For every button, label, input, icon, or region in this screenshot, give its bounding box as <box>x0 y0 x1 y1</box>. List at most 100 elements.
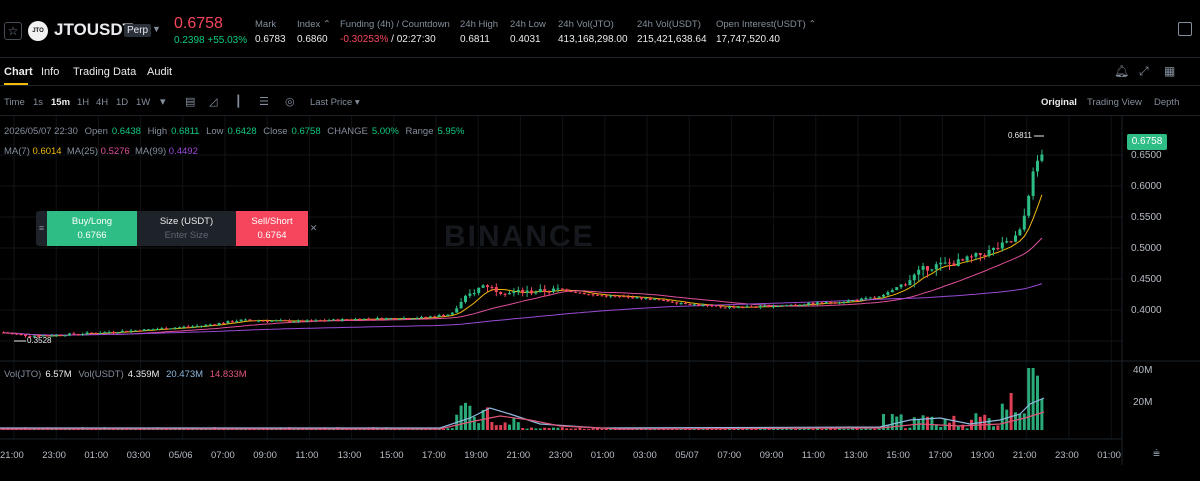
candle-body <box>310 320 313 322</box>
header: ☆ JTO JTOUSDT Perp ▼ 0.6758 0.2398 +55.0… <box>0 0 1200 58</box>
time-axis-settings-icon[interactable]: ⩧ <box>1153 446 1161 460</box>
volume-bar <box>939 427 943 430</box>
candle-body <box>1040 154 1044 161</box>
candle-body <box>569 291 573 293</box>
volume-bar <box>556 427 560 430</box>
volume-bar <box>798 428 802 430</box>
volume-bar <box>912 417 916 430</box>
low-marker: 0.3528 <box>27 336 52 345</box>
stat-open-interest[interactable]: Open Interest(USDT) ⌃ 17,747,520.40 <box>716 19 817 45</box>
timeframe-1d[interactable]: 1D <box>116 97 129 108</box>
volume-bar <box>530 427 533 430</box>
tab-info[interactable]: Info <box>41 66 60 78</box>
candle-body <box>235 321 239 323</box>
candle-body <box>358 319 362 321</box>
candle-body <box>745 306 749 308</box>
time-axis-label: 17:00 <box>928 450 953 461</box>
volume-bar <box>508 424 511 430</box>
volume-bar <box>525 428 529 430</box>
time-axis-label: 21:00 <box>0 450 24 461</box>
chevron-down-icon[interactable]: ▼ <box>152 24 161 34</box>
candle-body <box>59 334 63 336</box>
candle-body <box>288 320 291 322</box>
candle-body <box>780 305 784 307</box>
close-icon[interactable]: ✕ <box>309 223 318 233</box>
candle-body <box>846 300 850 302</box>
candle-body <box>582 292 586 295</box>
timeframe-1h[interactable]: 1H <box>77 97 90 108</box>
volume-bar <box>974 413 978 430</box>
buy-long-button[interactable]: Buy/Long 0.6766 <box>47 211 137 246</box>
timeframe-4h[interactable]: 4H <box>96 97 109 108</box>
calendar-icon[interactable]: ▤ <box>185 96 196 108</box>
candle-body <box>802 304 806 306</box>
price-type-select[interactable]: Last Price ▾ <box>310 97 360 108</box>
volume-bar <box>838 428 841 430</box>
layout-grid-icon[interactable]: ▦ <box>1164 64 1176 78</box>
view-depth[interactable]: Depth <box>1154 97 1180 108</box>
candle-body <box>314 320 318 322</box>
candle-body <box>147 329 151 331</box>
candle-body <box>252 320 256 322</box>
stat-24h-vol-jto: 24h Vol(JTO) 413,168,298.00 <box>558 19 628 45</box>
tab-trading-data[interactable]: Trading Data <box>73 66 137 78</box>
drag-handle-icon[interactable]: ≡ <box>38 223 45 233</box>
candle-body <box>464 295 467 303</box>
timeframe-15m[interactable]: 15m <box>51 97 71 108</box>
alert-icon[interactable]: 🔔︎ <box>1114 64 1130 78</box>
timeframe-dropdown-icon[interactable]: ▾ <box>160 96 166 108</box>
expand-icon[interactable]: ⤢ <box>1139 64 1149 78</box>
star-icon[interactable]: ☆ <box>4 22 22 40</box>
candle-body <box>63 335 67 337</box>
candle-body <box>195 325 199 327</box>
volume-bar <box>521 427 525 430</box>
candle-body <box>965 256 969 261</box>
candle-body <box>574 291 577 293</box>
candle-body <box>305 320 309 322</box>
stat-24h-vol-usdt: 24h Vol(USDT) 215,421,638.64 <box>637 19 707 45</box>
timeframe-1s[interactable]: 1s <box>33 97 44 108</box>
candle-body <box>292 321 296 323</box>
settings-icon[interactable] <box>1178 22 1192 36</box>
high-marker: 0.6811 <box>1008 131 1032 140</box>
indicator-icon[interactable]: ◿ <box>209 96 218 108</box>
volume-bar <box>587 428 591 430</box>
candle-body <box>28 336 32 338</box>
candle-body <box>772 306 775 308</box>
timeframe-time[interactable]: Time <box>4 97 25 108</box>
candle-body <box>68 333 71 336</box>
stat-index[interactable]: Index ⌃ 0.6860 <box>297 19 331 45</box>
candle-body <box>54 334 58 336</box>
candle-body <box>794 304 797 306</box>
time-axis-label: 13:00 <box>844 450 868 461</box>
candle-body <box>644 298 648 300</box>
tab-audit[interactable]: Audit <box>147 66 173 78</box>
candle-type-icon[interactable]: ┃ <box>235 96 242 108</box>
candle-body <box>142 329 146 331</box>
sell-short-button[interactable]: Sell/Short 0.6764 <box>236 211 308 246</box>
volume-bar <box>719 428 723 430</box>
contract-type-badge: Perp <box>124 24 152 37</box>
volume-bar <box>992 426 995 430</box>
candle-body <box>829 301 833 303</box>
volume-bar <box>750 428 753 430</box>
timeframe-1w[interactable]: 1W <box>136 97 151 108</box>
candle-body <box>411 318 415 320</box>
candle-body <box>2 332 5 334</box>
ohlc-legend: 2026/05/07 22:30 Open 0.6438 High 0.6811 L… <box>4 126 465 137</box>
candle-body <box>860 298 863 301</box>
symbol-name[interactable]: JTOUSDT <box>54 20 134 39</box>
drawing-tools-icon[interactable]: ◎ <box>285 96 295 108</box>
volume-bar <box>560 427 564 430</box>
candle-body <box>362 318 366 320</box>
size-input[interactable]: Size (USDT) Enter Size <box>159 216 214 241</box>
view-original[interactable]: Original <box>1041 97 1077 108</box>
tab-chart[interactable]: Chart <box>4 66 33 78</box>
candle-body <box>85 332 89 335</box>
candle-body <box>332 319 335 321</box>
volume-bar <box>908 427 912 430</box>
view-trading-view[interactable]: Trading View <box>1087 97 1142 108</box>
candle-body <box>125 330 129 332</box>
chart-settings-icon[interactable]: ☰ <box>259 96 269 108</box>
